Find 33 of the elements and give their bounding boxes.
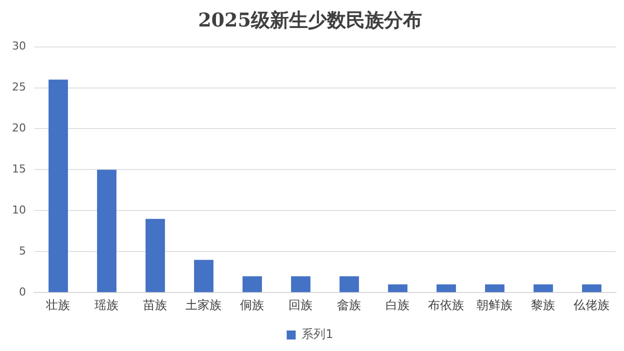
- x-tick-label: 布依族: [428, 298, 464, 312]
- bar: [388, 284, 408, 292]
- legend-label: 系列1: [302, 327, 334, 342]
- bar: [146, 218, 165, 292]
- x-tick-label: 侗族: [240, 298, 264, 312]
- x-tick-label: 壮族: [45, 298, 70, 312]
- y-tick-label: 10: [12, 204, 26, 217]
- y-tick-label: 5: [18, 244, 26, 258]
- x-tick-label: 回族: [288, 298, 313, 312]
- x-tick-label: 朝鲜族: [476, 298, 513, 312]
- x-tick-label: 苗族: [143, 298, 168, 312]
- x-tick-label: 白族: [386, 298, 410, 312]
- x-tick-label: 土家族: [186, 298, 222, 312]
- bar: [97, 170, 116, 292]
- bar: [340, 276, 359, 292]
- bar: [242, 276, 262, 292]
- x-tick-label: 黎族: [531, 298, 556, 312]
- y-tick-label: 0: [18, 285, 26, 298]
- bar: [534, 284, 553, 292]
- chart-title: 2025级新生少数民族分布: [198, 9, 422, 32]
- x-tick-label: 畲族: [337, 298, 362, 312]
- bar: [291, 276, 310, 292]
- bar: [582, 284, 602, 292]
- bar: [436, 284, 456, 292]
- x-tick-label: 仫佬族: [572, 298, 610, 312]
- bar: [485, 284, 504, 292]
- bar: [48, 80, 68, 292]
- y-tick-label: 30: [12, 40, 26, 53]
- y-tick-label: 25: [12, 80, 26, 94]
- y-tick-label: 20: [12, 122, 26, 135]
- bar: [194, 260, 214, 292]
- y-tick-label: 15: [12, 162, 26, 176]
- x-tick-label: 瑶族: [94, 298, 119, 312]
